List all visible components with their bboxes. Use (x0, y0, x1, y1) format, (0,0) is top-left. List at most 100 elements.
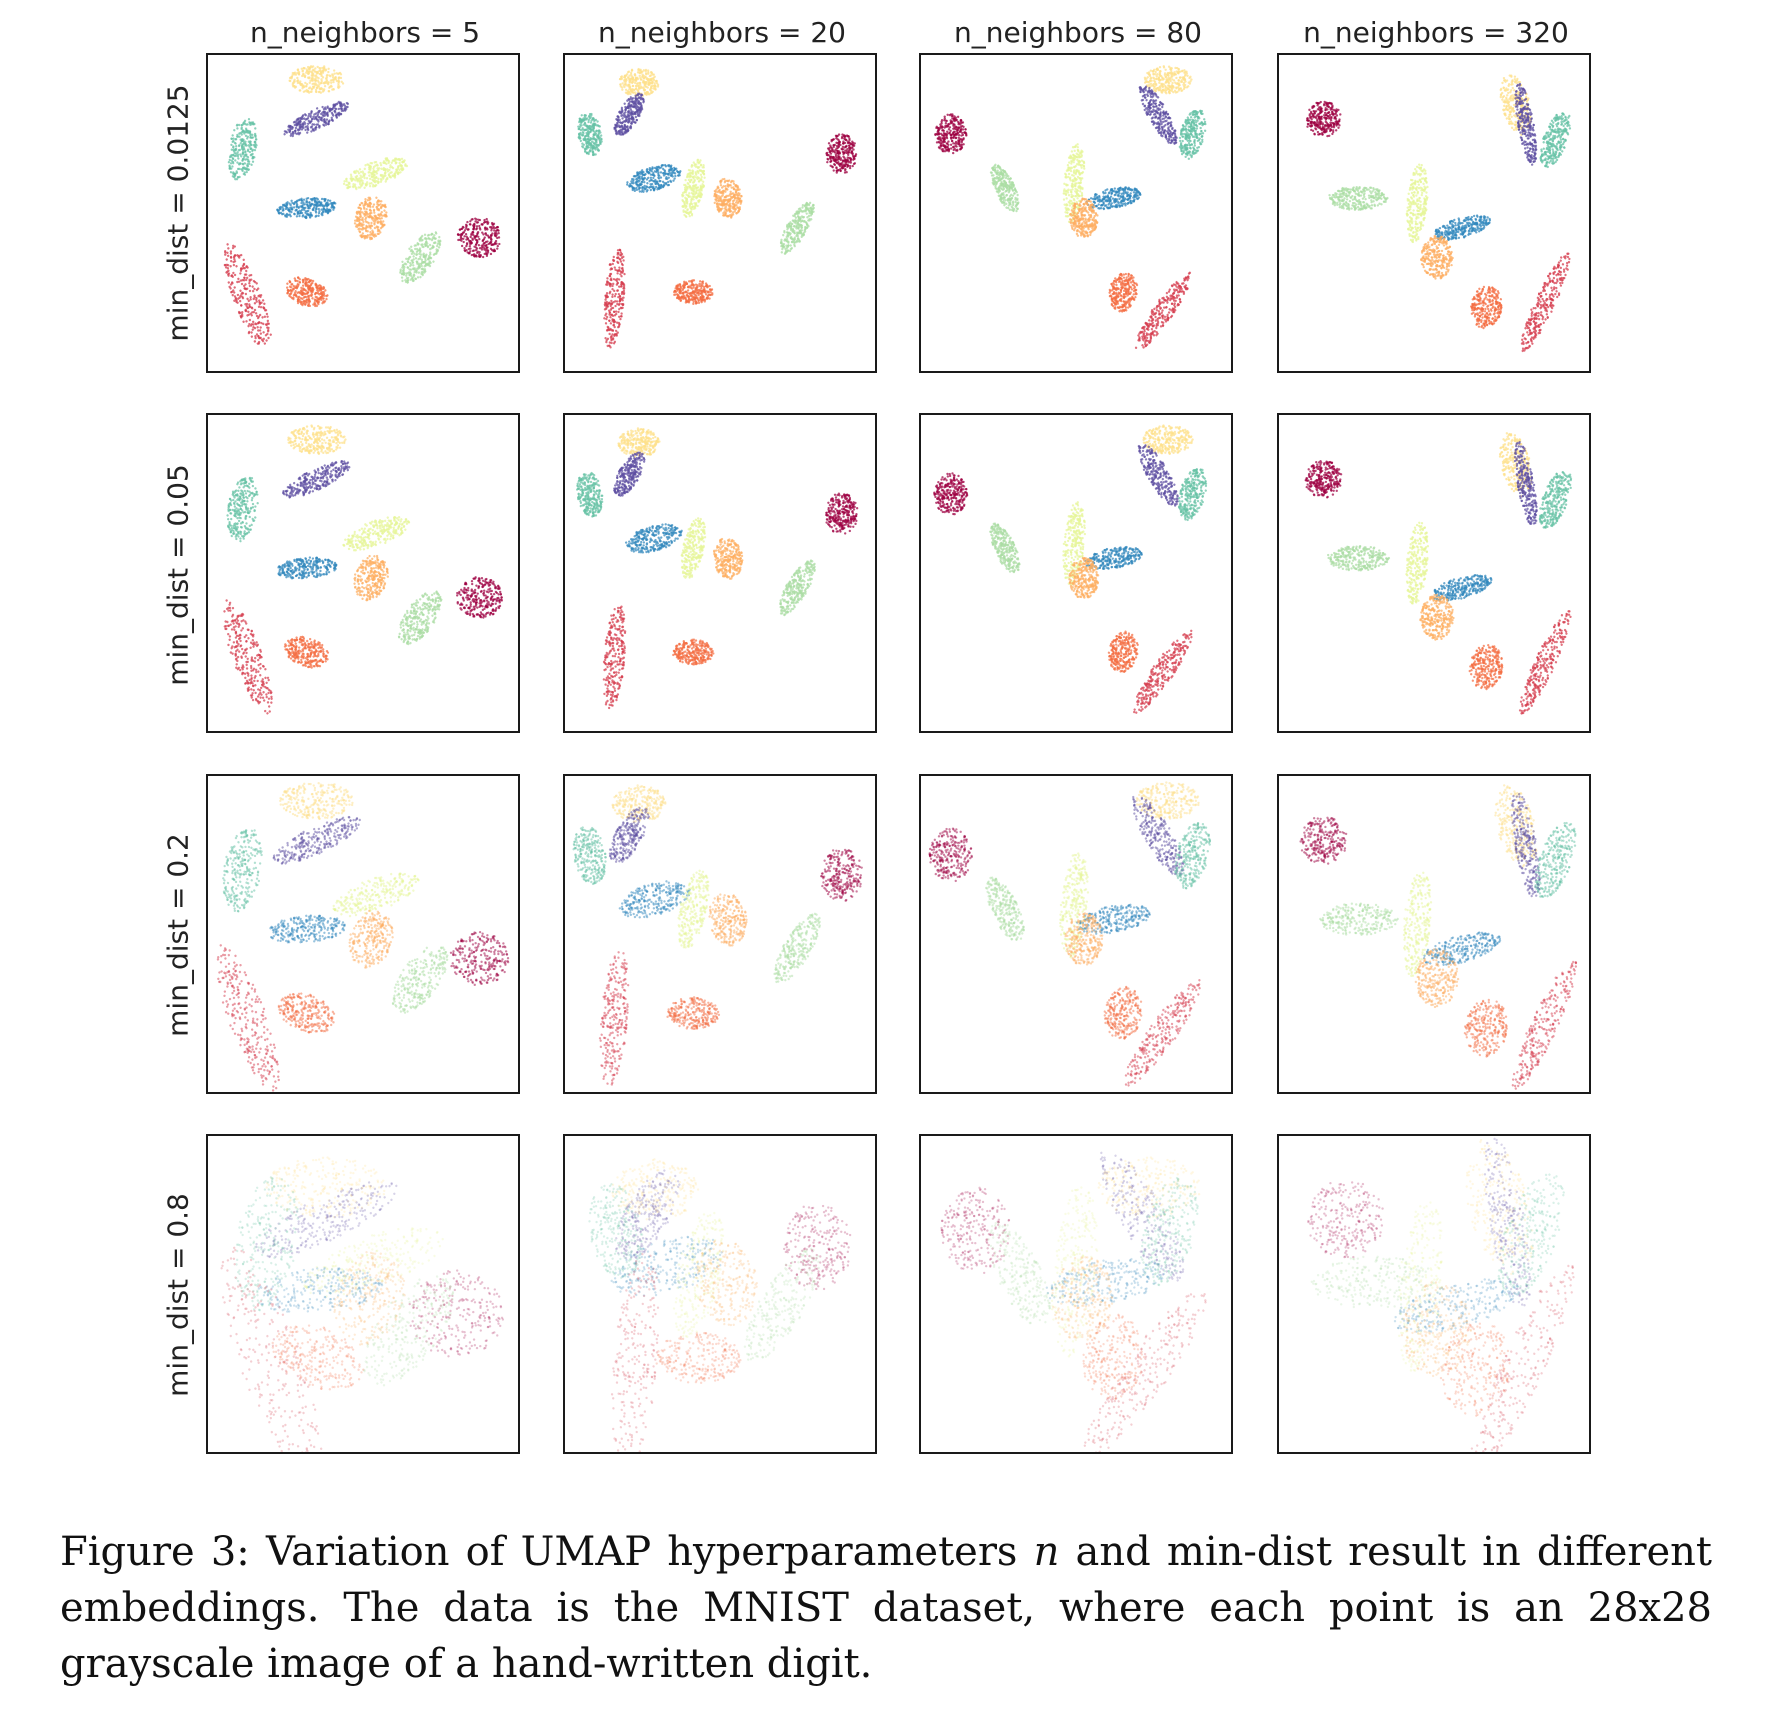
scatter-plot (940, 1151, 1207, 1452)
digit-cluster (1328, 186, 1389, 211)
scatter-plot (933, 424, 1208, 714)
digit-cluster (1084, 545, 1143, 571)
digit-cluster (1405, 521, 1430, 605)
digit-cluster (1465, 1138, 1534, 1276)
digit-cluster (681, 158, 706, 218)
digit-cluster (1497, 1173, 1565, 1296)
digit-cluster (672, 1211, 725, 1338)
digit-cluster (1045, 1257, 1166, 1307)
embedding-panel-r2-c2 (919, 774, 1233, 1094)
digit-cluster (1393, 1278, 1520, 1333)
caption-prefix: Figure 3: Variation of UMAP hyperparamet… (60, 1529, 1034, 1575)
digit-cluster (397, 590, 443, 646)
digit-cluster (1463, 998, 1508, 1058)
digit-cluster (1305, 100, 1342, 138)
digit-cluster (602, 605, 627, 710)
embedding-panel-r2-c1 (563, 774, 877, 1094)
scatter-plot (577, 67, 858, 349)
digit-cluster (1174, 822, 1212, 890)
embedding-panel-r0-c3 (1277, 53, 1591, 373)
scatter-plot (223, 65, 501, 345)
digit-cluster (940, 1186, 1011, 1275)
digit-cluster (1108, 272, 1139, 313)
digit-cluster (408, 1269, 505, 1358)
digit-cluster (782, 1204, 852, 1291)
digit-cluster (257, 1266, 384, 1313)
scatter-plot (934, 65, 1207, 349)
digit-cluster (288, 65, 345, 94)
digit-cluster (708, 893, 748, 947)
digit-cluster (989, 522, 1021, 574)
digit-cluster (1138, 85, 1178, 145)
digit-cluster (279, 781, 354, 820)
digit-cluster (399, 231, 442, 284)
column-title-n20: n_neighbors = 20 (598, 16, 846, 49)
digit-cluster (333, 1251, 406, 1346)
digit-cluster (773, 912, 821, 984)
digit-cluster (456, 576, 503, 619)
digit-cluster (265, 1156, 386, 1219)
digit-cluster (1178, 109, 1207, 160)
digit-cluster (1068, 197, 1099, 238)
digit-cluster (216, 944, 280, 1092)
digit-cluster (391, 946, 449, 1014)
digit-cluster (353, 196, 388, 241)
digit-cluster (255, 1181, 398, 1259)
digit-cluster (1319, 902, 1399, 936)
digit-cluster (1518, 610, 1572, 715)
digit-cluster (1137, 444, 1179, 507)
digit-cluster (680, 517, 707, 579)
digit-cluster (577, 112, 603, 157)
scatter-plot (588, 1158, 852, 1452)
digit-cluster (984, 876, 1025, 941)
scatter-plot (928, 781, 1212, 1087)
digit-cluster (277, 556, 338, 580)
digit-cluster (1539, 112, 1572, 169)
digit-cluster (1400, 1281, 1473, 1378)
embedding-panel-r3-c0 (206, 1134, 520, 1454)
digit-cluster (655, 1331, 742, 1385)
digit-cluster (276, 196, 337, 220)
digit-cluster (1414, 948, 1460, 1009)
digit-cluster (1538, 471, 1573, 529)
scatter-plot (1299, 784, 1578, 1090)
digit-cluster (1143, 65, 1193, 95)
digit-cluster (779, 559, 816, 617)
digit-cluster (1439, 1322, 1511, 1417)
digit-cluster (1419, 593, 1455, 641)
digit-cluster (222, 829, 263, 913)
digit-cluster (332, 872, 420, 918)
digit-cluster (342, 516, 411, 552)
digit-cluster (283, 100, 350, 138)
digit-cluster (1082, 1313, 1146, 1400)
embedding-panel-r3-c3 (1277, 1134, 1591, 1454)
digit-cluster (353, 554, 389, 602)
digit-cluster (223, 243, 272, 345)
digit-cluster (1135, 781, 1200, 820)
digit-cluster (348, 909, 394, 969)
digit-cluster (626, 163, 682, 193)
digit-cluster (287, 424, 347, 455)
digit-cluster (449, 930, 510, 987)
digit-cluster (1397, 1201, 1444, 1372)
scatter-plot (1305, 74, 1572, 353)
scatter-plot (572, 784, 863, 1086)
digit-cluster (1059, 852, 1090, 959)
digit-cluster (610, 1252, 660, 1452)
digit-cluster (1405, 163, 1429, 244)
digit-cluster (1326, 544, 1391, 572)
embedding-panel-r1-c3 (1277, 413, 1591, 733)
row-label-md05: min_dist = 0.05 (162, 464, 195, 686)
digit-cluster (1139, 1176, 1199, 1287)
digit-cluster (1511, 960, 1578, 1090)
digit-cluster (672, 638, 715, 666)
digit-cluster (1420, 234, 1454, 280)
scatter-plot (1307, 1137, 1575, 1452)
row-label-md2: min_dist = 0.2 (162, 833, 195, 1037)
digit-cluster (613, 92, 645, 136)
digit-cluster (1534, 821, 1577, 898)
row-label-md8: min_dist = 0.8 (162, 1193, 195, 1397)
digit-cluster (572, 826, 608, 886)
digit-cluster (1307, 1181, 1384, 1259)
embedding-panel-r1-c2 (919, 413, 1233, 733)
